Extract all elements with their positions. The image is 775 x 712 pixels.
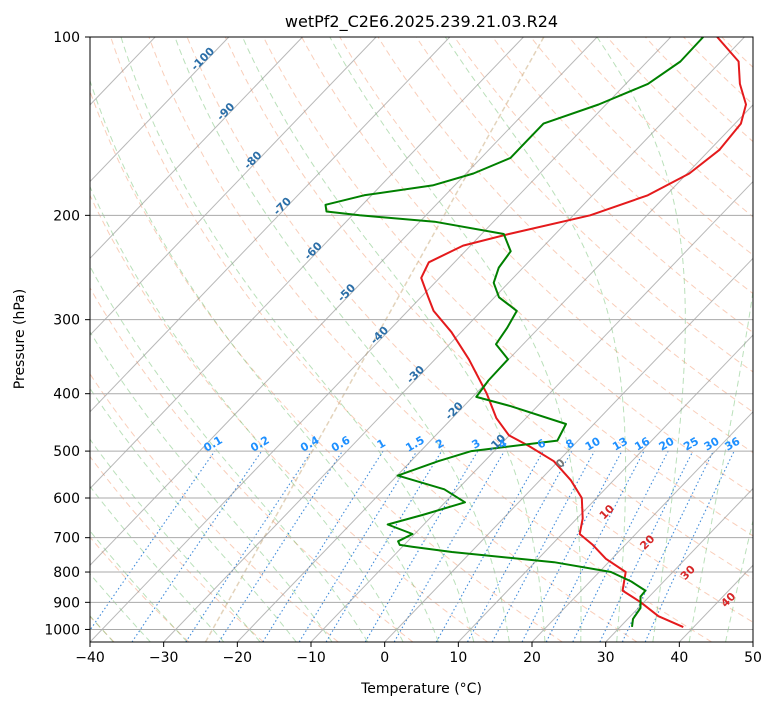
y-axis-label: Pressure (hPa) — [12, 289, 28, 389]
x-tick-label: −30 — [149, 650, 179, 666]
y-tick-label: 100 — [53, 30, 80, 46]
y-tick-label: 800 — [53, 565, 80, 581]
y-tick-label: 300 — [53, 313, 80, 329]
x-tick-label: −20 — [223, 650, 253, 666]
y-tick-label: 700 — [53, 531, 80, 547]
x-axis-label: Temperature (°C) — [360, 681, 482, 697]
y-tick-label: 200 — [53, 208, 80, 224]
x-tick-label: 0 — [380, 650, 389, 666]
y-tick-label: 1000 — [44, 622, 80, 638]
x-tick-label: 10 — [449, 650, 467, 666]
y-tick-label: 400 — [53, 387, 80, 403]
x-tick-label: 50 — [744, 650, 762, 666]
chart-title: wetPf2_C2E6.2025.239.21.03.R24 — [285, 12, 558, 32]
x-tick-label: −10 — [296, 650, 326, 666]
y-tick-label: 500 — [53, 444, 80, 460]
y-tick-label: 600 — [53, 491, 80, 507]
x-tick-label: 40 — [670, 650, 688, 666]
x-tick-label: 20 — [523, 650, 541, 666]
x-tick-label: 30 — [597, 650, 615, 666]
y-tick-label: 900 — [53, 595, 80, 611]
x-tick-label: −40 — [75, 650, 105, 666]
